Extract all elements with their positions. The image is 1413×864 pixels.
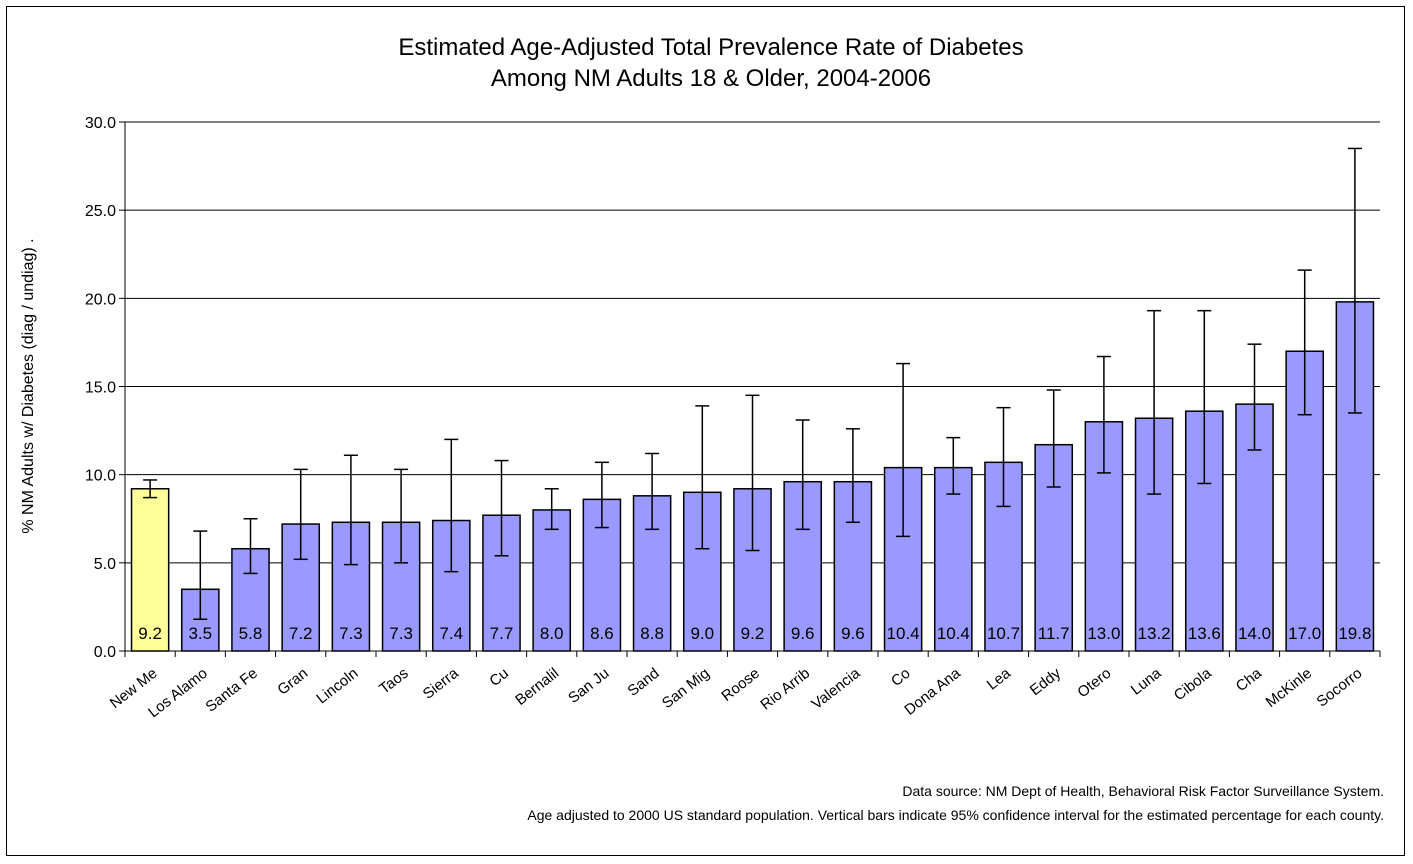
category-label-20: Luna xyxy=(1128,664,1165,698)
data-label-5: 7.3 xyxy=(389,624,413,643)
category-label-19: Otero xyxy=(1074,665,1114,701)
data-label-19: 13.0 xyxy=(1087,624,1120,643)
data-labels: 9.2 3.5 5.8 7.2 7.3 7.3 7.4 7.7 8.0 8.6 8.8 9.0 9.2 9… xyxy=(138,624,1371,643)
data-label-21: 13.6 xyxy=(1188,624,1221,643)
methodology-note: Age adjusted to 2000 US standard populat… xyxy=(527,807,1384,823)
y-tick-label-3: 15.0 xyxy=(85,380,116,397)
y-axis-ticks: 0.0 5.0 10.0 15.0 20.0 25.0 30.0 xyxy=(85,115,125,661)
y-tick-label-5: 25.0 xyxy=(85,203,116,220)
category-label-21: Cibola xyxy=(1171,664,1215,704)
data-label-3: 7.2 xyxy=(289,624,313,643)
data-label-17: 10.7 xyxy=(987,624,1020,643)
error-bars xyxy=(143,147,1362,621)
data-label-24: 19.8 xyxy=(1338,624,1371,643)
category-label-7: Cu xyxy=(486,665,512,690)
data-label-6: 7.4 xyxy=(439,624,463,643)
data-label-14: 9.6 xyxy=(841,624,865,643)
category-label-22: Cha xyxy=(1233,664,1266,695)
data-label-13: 9.6 xyxy=(791,624,815,643)
data-label-10: 8.8 xyxy=(640,624,664,643)
data-label-22: 14.0 xyxy=(1238,624,1271,643)
category-label-4: Lincoln xyxy=(313,665,361,708)
category-label-3: Gran xyxy=(274,665,311,699)
y-tick-label-2: 10.0 xyxy=(85,468,116,485)
data-label-7: 7.7 xyxy=(490,624,514,643)
category-label-11: San Mig xyxy=(659,665,713,712)
data-label-4: 7.3 xyxy=(339,624,363,643)
data-label-0: 9.2 xyxy=(138,624,162,643)
y-axis-label: % NM Adults w/ Diabetes (diag / undiag) … xyxy=(20,238,37,533)
data-label-16: 10.4 xyxy=(937,624,970,643)
chart-title-line-1: Estimated Age-Adjusted Total Prevalence … xyxy=(398,34,1023,61)
data-label-8: 8.0 xyxy=(540,624,564,643)
data-label-23: 17.0 xyxy=(1288,624,1321,643)
bar-16 xyxy=(933,466,973,652)
data-label-1: 3.5 xyxy=(188,624,212,643)
category-label-5: Taos xyxy=(376,665,411,698)
category-label-15: Co xyxy=(888,665,914,690)
data-label-20: 13.2 xyxy=(1138,624,1171,643)
category-label-16: Dona Ana xyxy=(901,664,964,718)
bar-12 xyxy=(733,488,772,652)
category-label-12: Roose xyxy=(718,665,763,705)
y-tick-label-1: 5.0 xyxy=(94,556,116,573)
chart-title-line-2: Among NM Adults 18 & Older, 2004-2006 xyxy=(491,65,931,92)
category-label-18: Eddy xyxy=(1027,664,1065,699)
category-label-6: Sierra xyxy=(420,664,463,702)
category-label-8: Bernalil xyxy=(512,665,562,709)
data-source-note: Data source: NM Dept of Health, Behavior… xyxy=(902,783,1384,799)
y-tick-label-4: 20.0 xyxy=(85,291,116,308)
category-label-13: Rio Arrib xyxy=(757,665,813,714)
data-label-18: 11.7 xyxy=(1038,624,1070,643)
category-label-17: Lea xyxy=(984,664,1015,693)
category-label-23: McKinle xyxy=(1263,665,1316,711)
category-label-2: Santa Fe xyxy=(203,665,261,716)
y-tick-label-0: 0.0 xyxy=(94,644,116,661)
y-tick-label-6: 30.0 xyxy=(85,115,116,132)
category-label-24: Socorro xyxy=(1314,665,1366,711)
data-label-2: 5.8 xyxy=(239,624,263,643)
axes xyxy=(124,122,1381,657)
data-label-9: 8.6 xyxy=(590,624,614,643)
category-label-14: Valencia xyxy=(808,664,863,713)
data-label-12: 9.2 xyxy=(741,624,765,643)
data-label-15: 10.4 xyxy=(887,624,920,643)
data-label-11: 9.0 xyxy=(690,624,714,643)
category-label-9: San Ju xyxy=(565,665,612,707)
category-label-10: Sand xyxy=(624,665,662,700)
